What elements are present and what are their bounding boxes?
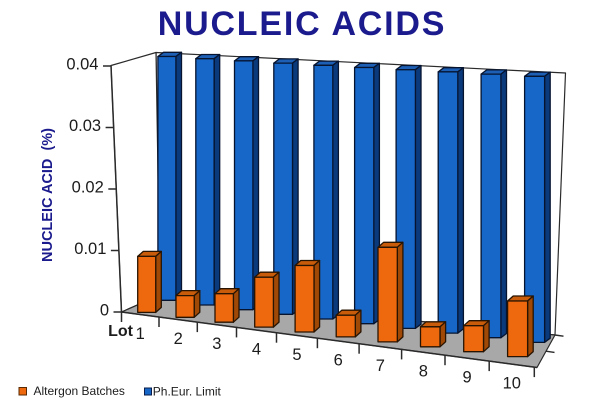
svg-text:0.03: 0.03 [69,117,101,135]
svg-text:NUCLEIC ACIDS: NUCLEIC ACIDS [158,5,446,43]
svg-text:2: 2 [174,330,183,348]
svg-text:6: 6 [334,351,343,369]
svg-text:NUCLEIC ACID (%): NUCLEIC ACID (%) [40,128,56,262]
svg-text:Lot: Lot [108,323,134,340]
svg-text:5: 5 [292,346,301,364]
svg-text:0.01: 0.01 [74,240,106,258]
svg-text:7: 7 [376,357,385,375]
svg-text:Altergon Batches: Altergon Batches [34,384,125,398]
svg-text:0.04: 0.04 [66,55,98,73]
svg-text:4: 4 [252,340,261,358]
svg-text:0: 0 [100,301,109,319]
svg-text:9: 9 [463,369,472,387]
svg-text:0.02: 0.02 [72,178,104,196]
svg-text:3: 3 [212,335,221,353]
svg-text:8: 8 [419,363,428,381]
svg-text:Ph.Eur. Limit: Ph.Eur. Limit [153,384,222,398]
svg-text:10: 10 [503,374,521,392]
svg-text:1: 1 [136,325,145,343]
